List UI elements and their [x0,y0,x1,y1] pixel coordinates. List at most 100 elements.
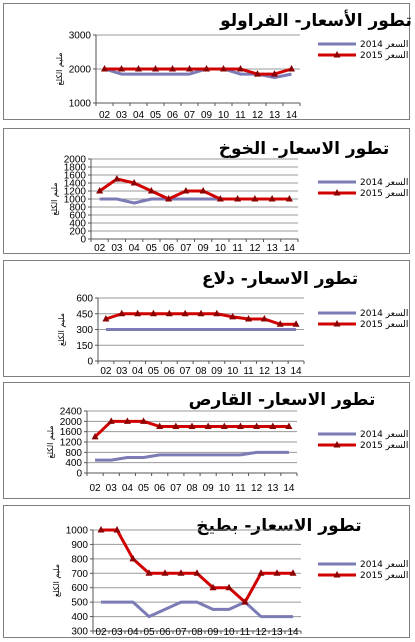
x-tick-label: 02 [90,483,102,494]
chart-panel-sour-cherry: تطور الاسعار- القارص مليم الكلغ 0 400 800 120… [3,382,410,499]
data-point-2015 [199,187,207,194]
chart-panel-strawberry: تطور الأسعار- الفراولو مليم الكلغ 1000 2000… [3,3,412,121]
x-tick-label: 04 [133,110,145,121]
data-point-2015 [134,309,142,317]
y-axis-label: مليم الكلغ [55,52,64,85]
x-tick-label: 10 [223,627,235,638]
data-point-2015 [147,187,155,194]
y-tick-label: 2000 [64,155,87,166]
x-tick-label: 07 [180,243,192,254]
legend-marker-2015 [333,51,341,58]
chart-panel-watermelon: تطور الاسعار- دلاع مليم الكلغ 0 150 300 450 60… [3,260,410,377]
chart-panel-peach: تطور الاسعار- الخوخ مليم الكلغ 0 200 400 600 8… [3,128,410,254]
series-line-2014 [101,600,293,619]
x-tick-label: 06 [164,366,176,377]
data-point-2015 [289,569,297,576]
y-tick-label: 1000 [66,526,89,537]
y-tick-label: 1000 [69,99,92,110]
legend-entry: السعر 2015 [360,571,408,581]
data-point-2015 [209,583,217,591]
x-tick-label: 04 [127,627,139,638]
x-tick-label: 12 [251,483,263,494]
y-tick-label: 600 [76,294,93,305]
x-tick-label: 08 [195,366,207,377]
series-line-2015 [98,177,290,201]
legend-entry: السعر 2014 [360,40,408,50]
x-tick-label: 13 [267,243,279,254]
data-point-2015 [213,309,221,317]
data-point-2015 [237,65,244,72]
y-axis-label: مليم الكلغ [57,313,66,346]
y-tick-label: 400 [71,612,88,623]
chart-title: تطور الاسعار- الخوخ [219,139,390,159]
x-tick-label: 02 [94,243,106,254]
x-tick-label: 09 [203,483,215,494]
x-tick-label: 09 [207,627,219,638]
data-point-2015 [96,187,104,194]
x-tick-label: 11 [240,627,251,638]
data-point-2015 [145,569,153,576]
legend-marker-2015 [333,441,341,448]
y-tick-label: 1600 [60,427,83,438]
data-point-2015 [135,65,142,72]
legend-marker-2015 [333,189,341,196]
x-tick-label: 03 [106,483,118,494]
chart-title: تطور الاسعار- القارص [189,390,376,410]
y-tick-label: 400 [65,458,82,469]
y-tick-label: 2000 [60,417,83,428]
x-tick-label: 14 [284,243,296,254]
data-point-2015 [229,312,237,320]
x-tick-label: 09 [198,243,210,254]
x-tick-label: 13 [275,366,287,377]
chart-title: تطور الاسعار- دلاع [202,269,358,289]
x-tick-label: 04 [129,243,141,254]
x-tick-label: 05 [138,483,150,494]
data-point-2015 [156,422,164,429]
data-point-2015 [285,195,293,202]
x-tick-label: 05 [150,110,162,121]
chart-title: تطور الاسعار- بطيخ [196,516,361,536]
chart-panel-melon: تطور الاسعار- بطيخ مليم الكلغ 300 400 500 600… [3,505,410,638]
y-tick-label: 500 [71,598,88,609]
x-tick-label: 11 [235,483,246,494]
x-tick-label: 11 [235,110,246,121]
data-point-2015 [188,422,196,429]
x-tick-label: 06 [154,483,166,494]
data-point-2015 [177,569,185,576]
y-tick-label: 400 [69,219,86,230]
legend-entry: السعر 2015 [360,189,408,199]
x-tick-label: 02 [99,110,111,121]
x-tick-label: 11 [243,366,254,377]
data-point-2015 [251,195,259,202]
y-tick-label: 300 [71,627,88,638]
chart-svg-watermelon: تطور الاسعار- دلاع مليم الكلغ 0 150 300 450 60… [57,269,408,377]
data-point-2015 [203,65,210,72]
x-tick-label: 14 [287,627,299,638]
y-tick-label: 300 [76,325,93,336]
x-tick-label: 03 [111,243,123,254]
data-point-2015 [271,70,278,77]
x-tick-label: 04 [132,366,144,377]
x-tick-label: 03 [111,627,123,638]
y-tick-label: 600 [69,211,86,222]
data-point-2015 [172,422,180,429]
y-axis-label: مليم الكلغ [52,564,61,597]
y-tick-label: 900 [71,540,88,551]
data-point-2015 [216,195,224,202]
data-point-2015 [129,554,137,562]
data-point-2015 [186,65,193,72]
data-point-2015 [197,309,205,317]
data-point-2015 [161,569,169,576]
x-tick-label: 13 [269,110,281,121]
x-tick-label: 05 [148,366,160,377]
x-tick-label: 06 [159,627,171,638]
data-point-2015 [245,315,253,322]
y-tick-label: 3000 [69,31,92,42]
data-point-2015 [165,195,173,202]
y-tick-label: 700 [71,569,88,580]
y-tick-label: 0 [76,469,82,480]
y-tick-label: 1800 [64,163,87,174]
y-tick-label: 800 [71,554,88,565]
data-point-2015 [181,309,189,317]
y-axis-label: مليم الكلغ [46,425,55,458]
